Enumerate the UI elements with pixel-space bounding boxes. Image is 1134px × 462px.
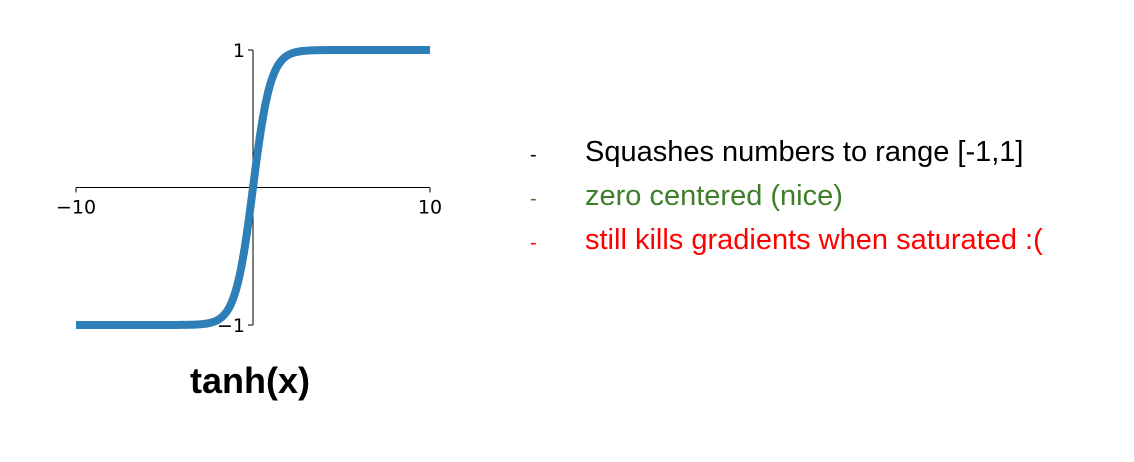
x-tick-label: −10 xyxy=(56,197,96,219)
tanh-chart: −10 10 1−1 xyxy=(56,40,442,337)
chart-caption: tanh(x) xyxy=(190,360,310,401)
bullet-item-squashes: - Squashes numbers to range [-1,1] xyxy=(530,136,1043,180)
bullet-dash: - xyxy=(530,144,537,166)
bullet-item-kills-gradients: - still kills gradients when saturated :… xyxy=(530,224,1043,268)
bullet-text: still kills gradients when saturated :( xyxy=(585,224,1043,256)
bullet-text: Squashes numbers to range [-1,1] xyxy=(585,136,1024,168)
x-tick-label: 10 xyxy=(418,197,442,219)
bullet-list: - Squashes numbers to range [-1,1] - zer… xyxy=(530,136,1043,268)
bullet-dash: - xyxy=(530,188,537,210)
bullet-dash: - xyxy=(530,232,537,254)
bullet-item-zero-centered: - zero centered (nice) xyxy=(530,180,1043,224)
y-tick-label: 1 xyxy=(233,40,245,62)
x-ticks: −10 10 xyxy=(56,187,442,219)
tanh-curve xyxy=(72,46,434,329)
bullet-text: zero centered (nice) xyxy=(585,180,843,212)
